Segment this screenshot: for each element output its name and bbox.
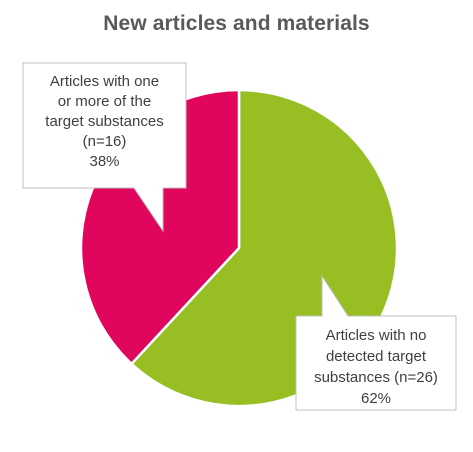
data-label-line: detected target — [326, 348, 427, 365]
pie-callouts: Articles with no detected target substance… — [22, 62, 457, 411]
data-label-callout: Articles with no detected target substance… — [295, 274, 457, 411]
data-label-line: 38% — [89, 153, 119, 170]
data-label: Articles with one or more of the target su… — [45, 73, 163, 170]
data-label-callout: Articles with one or more of the target su… — [22, 62, 187, 233]
data-label-line: Articles with no — [326, 327, 427, 344]
data-label-line: or more of the — [58, 93, 151, 110]
data-label-line: target substances — [45, 113, 163, 130]
callout-box — [22, 62, 187, 233]
chart-title: New articles and materials — [103, 12, 370, 35]
data-label-line: Articles with one — [50, 73, 159, 90]
callout-box — [295, 274, 457, 411]
data-label-line: 62% — [361, 390, 391, 407]
data-label-line: (n=16) — [83, 133, 127, 150]
data-label-line: substances (n=26) — [314, 369, 438, 386]
data-label: Articles with no detected target substance… — [314, 327, 438, 407]
